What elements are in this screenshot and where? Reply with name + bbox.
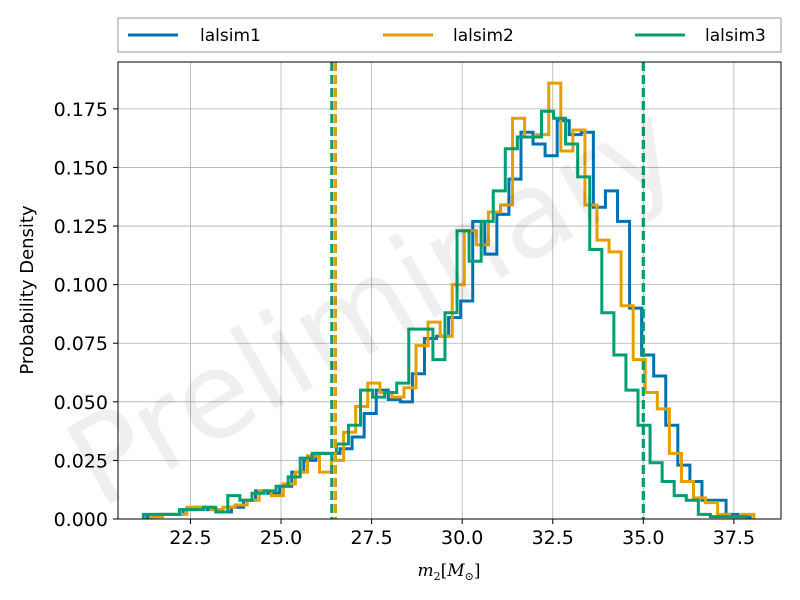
y-tick-label: 0.100 — [54, 275, 108, 297]
y-tick-label: 0.125 — [54, 216, 108, 238]
legend-label-lalsim1: lalsim1 — [200, 26, 261, 46]
x-tick-label: 35.0 — [622, 527, 664, 549]
x-tick-label: 37.5 — [713, 527, 755, 549]
x-tick-label: 25.0 — [260, 527, 302, 549]
y-axis-label: Probability Density — [17, 205, 38, 375]
x-label-base: m — [417, 561, 433, 581]
y-axis-ticks: 0.000 0.025 0.050 0.075 0.100 0.125 0.150 0.175 — [54, 99, 118, 531]
series-layer — [141, 81, 756, 519]
y-tick-label: 0.050 — [54, 392, 108, 414]
y-tick-label: 0.025 — [54, 450, 108, 472]
x-axis-label: m2[M⊙] — [417, 561, 480, 583]
x-label-mass-sub: ⊙ — [465, 570, 474, 583]
y-tick-label: 0.075 — [54, 333, 108, 355]
y-tick-label: 0.000 — [54, 509, 108, 531]
x-tick-label: 27.5 — [350, 527, 392, 549]
x-label-sub: 2 — [434, 570, 441, 583]
legend-label-lalsim2: lalsim2 — [453, 26, 514, 46]
y-tick-label: 0.175 — [54, 99, 108, 121]
axes-frame — [117, 61, 782, 520]
credible-interval-lines — [330, 62, 645, 519]
x-tick-label: 32.5 — [532, 527, 574, 549]
y-tick-label: 0.150 — [54, 157, 108, 179]
x-label-open: [ — [441, 561, 448, 581]
x-label-close: ] — [474, 561, 481, 581]
histogram-lalsim3 — [141, 109, 749, 519]
x-tick-label: 22.5 — [169, 527, 211, 549]
x-label-mass: M — [446, 561, 465, 581]
x-tick-label: 30.0 — [441, 527, 483, 549]
legend: lalsim1 lalsim2 lalsim3 — [117, 17, 782, 53]
legend-label-lalsim3: lalsim3 — [705, 26, 766, 46]
x-axis-ticks: 22.5 25.0 27.5 30.0 32.5 35.0 37.5 — [169, 519, 755, 549]
